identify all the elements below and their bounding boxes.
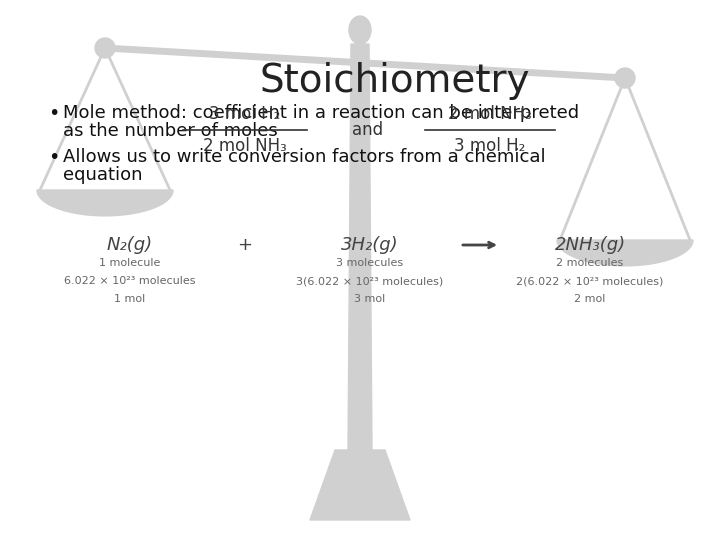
Text: 2 molecules: 2 molecules [557, 258, 624, 268]
Text: 2(6.022 × 10²³ molecules): 2(6.022 × 10²³ molecules) [516, 276, 664, 286]
Text: 1 molecule: 1 molecule [99, 258, 161, 268]
Ellipse shape [349, 16, 371, 44]
Text: as the number of moles: as the number of moles [63, 122, 278, 140]
Text: 3 mol H₂: 3 mol H₂ [454, 137, 526, 155]
Text: 3H₂(g): 3H₂(g) [341, 236, 399, 254]
Polygon shape [310, 450, 410, 520]
Text: •: • [48, 148, 59, 167]
Text: +: + [238, 236, 253, 254]
Text: 3 mol: 3 mol [354, 294, 386, 304]
Text: 1 mol: 1 mol [114, 294, 145, 304]
Text: 6.022 × 10²³ molecules: 6.022 × 10²³ molecules [64, 276, 196, 286]
Text: 3 mol H₂: 3 mol H₂ [210, 105, 281, 123]
Text: 2 mol: 2 mol [575, 294, 606, 304]
Text: Mole method: coefficient in a reaction can be interpreted: Mole method: coefficient in a reaction c… [63, 104, 579, 122]
Text: 3(6.022 × 10²³ molecules): 3(6.022 × 10²³ molecules) [297, 276, 444, 286]
Circle shape [615, 68, 635, 88]
Text: 2 mol NH₃: 2 mol NH₃ [448, 105, 532, 123]
Text: Allows us to write conversion factors from a chemical: Allows us to write conversion factors fr… [63, 148, 546, 166]
Text: equation: equation [63, 166, 143, 184]
Polygon shape [557, 240, 693, 266]
Circle shape [95, 38, 115, 58]
Text: and: and [352, 121, 384, 139]
Text: 2NH₃(g): 2NH₃(g) [554, 236, 626, 254]
Text: 3 molecules: 3 molecules [336, 258, 404, 268]
Polygon shape [37, 190, 173, 216]
Text: •: • [48, 104, 59, 123]
Text: N₂(g): N₂(g) [107, 236, 153, 254]
Polygon shape [348, 44, 372, 450]
Text: Stoichiometry: Stoichiometry [260, 62, 530, 100]
Text: 2 mol NH₃: 2 mol NH₃ [203, 137, 287, 155]
